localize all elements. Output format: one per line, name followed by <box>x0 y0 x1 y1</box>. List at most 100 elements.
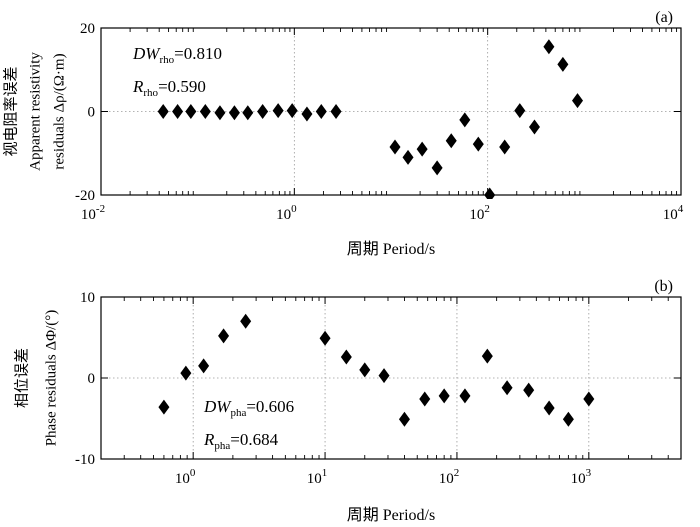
panel-a-data-point-0 <box>157 104 169 119</box>
panel-b-y-axis-title-line-1: Phase residuals ΔΦ/(°) <box>43 310 59 447</box>
panel-a-y-axis-title-line-2: residuals Δρ/(Ω·m) <box>51 53 67 169</box>
panel-a-data-point-13 <box>389 139 401 155</box>
panel-b-axes-box <box>100 296 682 460</box>
panel-b-annotation-symbol-0: DW <box>203 397 232 416</box>
panel-a-annotation-1: Rrho=0.590 <box>132 77 206 99</box>
panel-a-data-point-3 <box>199 104 211 119</box>
panel-b-data-point-8 <box>378 368 390 384</box>
panel-b-x-tick-exp-2: 2 <box>454 467 460 479</box>
panel-a-x-tick-exp-0: -2 <box>96 203 105 215</box>
panel-b-annotation-1: Rpha=0.684 <box>203 430 279 452</box>
panel-b-annotation-0: DWpha=0.606 <box>203 397 294 419</box>
panel-a-data-point-2 <box>185 104 197 119</box>
panel-a-x-tick-label-3: 104 <box>663 203 684 223</box>
panel-a-data-point-23 <box>528 119 540 135</box>
panel-b-data-point-6 <box>340 349 352 365</box>
panel-a-y-axis-title-line-0: 视电阻率误差 <box>2 66 19 156</box>
panel-a-annotation-sub-0: rho <box>159 54 174 66</box>
panel-a-x-tick-label-1: 100 <box>276 203 297 223</box>
panel-a-data-point-15 <box>416 141 428 157</box>
panel-a-x-tick-label-2: 102 <box>469 203 490 223</box>
panel-b-x-tick-exp-1: 1 <box>322 467 328 479</box>
panel-a-annotation-value-0: =0.810 <box>174 44 222 63</box>
panel-a-data-point-14 <box>402 149 414 165</box>
panel-a-data-point-16 <box>431 160 443 176</box>
panel-a-data-point-17 <box>445 133 457 149</box>
panel-b-x-tick-base-3: 10 <box>571 471 586 487</box>
panel-b-x-tick-exp-0: 0 <box>190 467 196 479</box>
panel-b-x-tick-base-2: 10 <box>439 471 454 487</box>
panel-a-x-tick-exp-2: 2 <box>484 203 490 215</box>
panel-a-x-tick-exp-3: 4 <box>678 203 684 215</box>
panel-b-data-point-14 <box>501 380 513 396</box>
panel-a-data-point-1 <box>172 104 184 119</box>
panel-a-x-axis-title: 周期 Period/s <box>347 240 435 258</box>
panel-b-annotation-sub-1: pha <box>214 440 230 452</box>
panel-b-data-point-12 <box>459 388 471 404</box>
panel-a-data-point-24 <box>543 39 555 55</box>
panel-b-data-point-5 <box>319 330 331 346</box>
panel-a-x-tick-exp-1: 0 <box>291 203 297 215</box>
panel-b-x-tick-label-3: 103 <box>571 467 592 487</box>
panel-a-x-tick-label-0: 10-2 <box>81 203 105 223</box>
panel-b-label: (b) <box>654 278 673 295</box>
panel-a-data-point-18 <box>459 112 471 128</box>
panel-b-data-point-18 <box>583 391 595 407</box>
panel-b-data-point-0 <box>158 399 170 415</box>
panel-b-annotation-sub-0: pha <box>230 407 246 419</box>
panel-b-x-tick-label-2: 102 <box>439 467 460 487</box>
panel-a-y-tick-label-0: -20 <box>75 188 95 204</box>
panel-b-data-point-10 <box>419 391 431 407</box>
panel-a-x-tick-base-1: 10 <box>276 207 291 223</box>
panel-a-x-tick-base-0: 10 <box>81 207 96 223</box>
panel-a-annotation-0: DWrho=0.810 <box>132 44 222 66</box>
panel-b-y-tick-label-1: 0 <box>88 371 96 387</box>
panel-a-axes-box <box>100 27 682 196</box>
panel-b-x-tick-base-0: 10 <box>175 471 190 487</box>
panel-b-x-tick-base-1: 10 <box>307 471 322 487</box>
panel-a-data-point-25 <box>557 56 569 72</box>
panel-b-annotation-symbol-1: R <box>203 430 215 449</box>
panel-a-x-tick-base-2: 10 <box>469 207 484 223</box>
panel-a-label: (a) <box>655 9 673 26</box>
panel-a-annotation-symbol-0: DW <box>132 44 161 63</box>
panel-b-x-axis-title: 周期 Period/s <box>347 506 435 524</box>
panel-a-data-point-21 <box>499 139 511 155</box>
panel-b-data-point-15 <box>523 382 535 398</box>
panel-b-data-point-7 <box>359 362 371 378</box>
panel-b-data-point-4 <box>240 313 252 329</box>
panel-a-data-point-5 <box>228 105 240 121</box>
panel-b-y-axis-title-line-0: 相位误差 <box>13 348 30 408</box>
panel-a-data-point-22 <box>514 103 526 119</box>
panel-a-y-tick-label-1: 0 <box>88 105 96 121</box>
panel-a-data-point-7 <box>257 104 269 119</box>
panel-b-data-point-3 <box>218 328 230 344</box>
panel-a-y-axis-title-line-1: Apparent resistivity <box>27 52 43 171</box>
panel-b-data-point-2 <box>198 358 210 374</box>
panel-a-data-point-4 <box>214 105 226 121</box>
panel-b-y-tick-label-2: 10 <box>80 290 95 306</box>
panel-b-data-point-11 <box>438 388 450 404</box>
panel-b-x-tick-exp-3: 3 <box>586 467 592 479</box>
panel-a-data-point-20 <box>484 187 496 199</box>
panel-a-annotation-symbol-1: R <box>132 77 144 96</box>
panel-a-data-point-26 <box>572 93 584 109</box>
panel-b-data-points <box>158 313 595 427</box>
panel-a-x-tick-base-3: 10 <box>663 207 678 223</box>
panel-a-data-point-19 <box>472 136 484 152</box>
panel-b-data-point-16 <box>543 400 555 416</box>
panel-a-y-tick-label-2: 20 <box>80 21 95 37</box>
panel-a-data-point-11 <box>315 104 327 119</box>
panel-b-data-point-17 <box>562 411 574 427</box>
panel-a-data-point-9 <box>286 103 298 119</box>
panel-b-annotation-value-0: =0.606 <box>246 397 294 416</box>
panel-a-data-point-12 <box>330 104 342 119</box>
panel-b-annotation-value-1: =0.684 <box>230 430 278 449</box>
panel-b-data-point-9 <box>398 411 410 427</box>
panel-b-data-point-1 <box>180 365 192 381</box>
panel-a-data-point-6 <box>242 105 254 121</box>
panel-b-data-point-13 <box>481 348 493 364</box>
panel-a-data-point-8 <box>272 103 284 119</box>
